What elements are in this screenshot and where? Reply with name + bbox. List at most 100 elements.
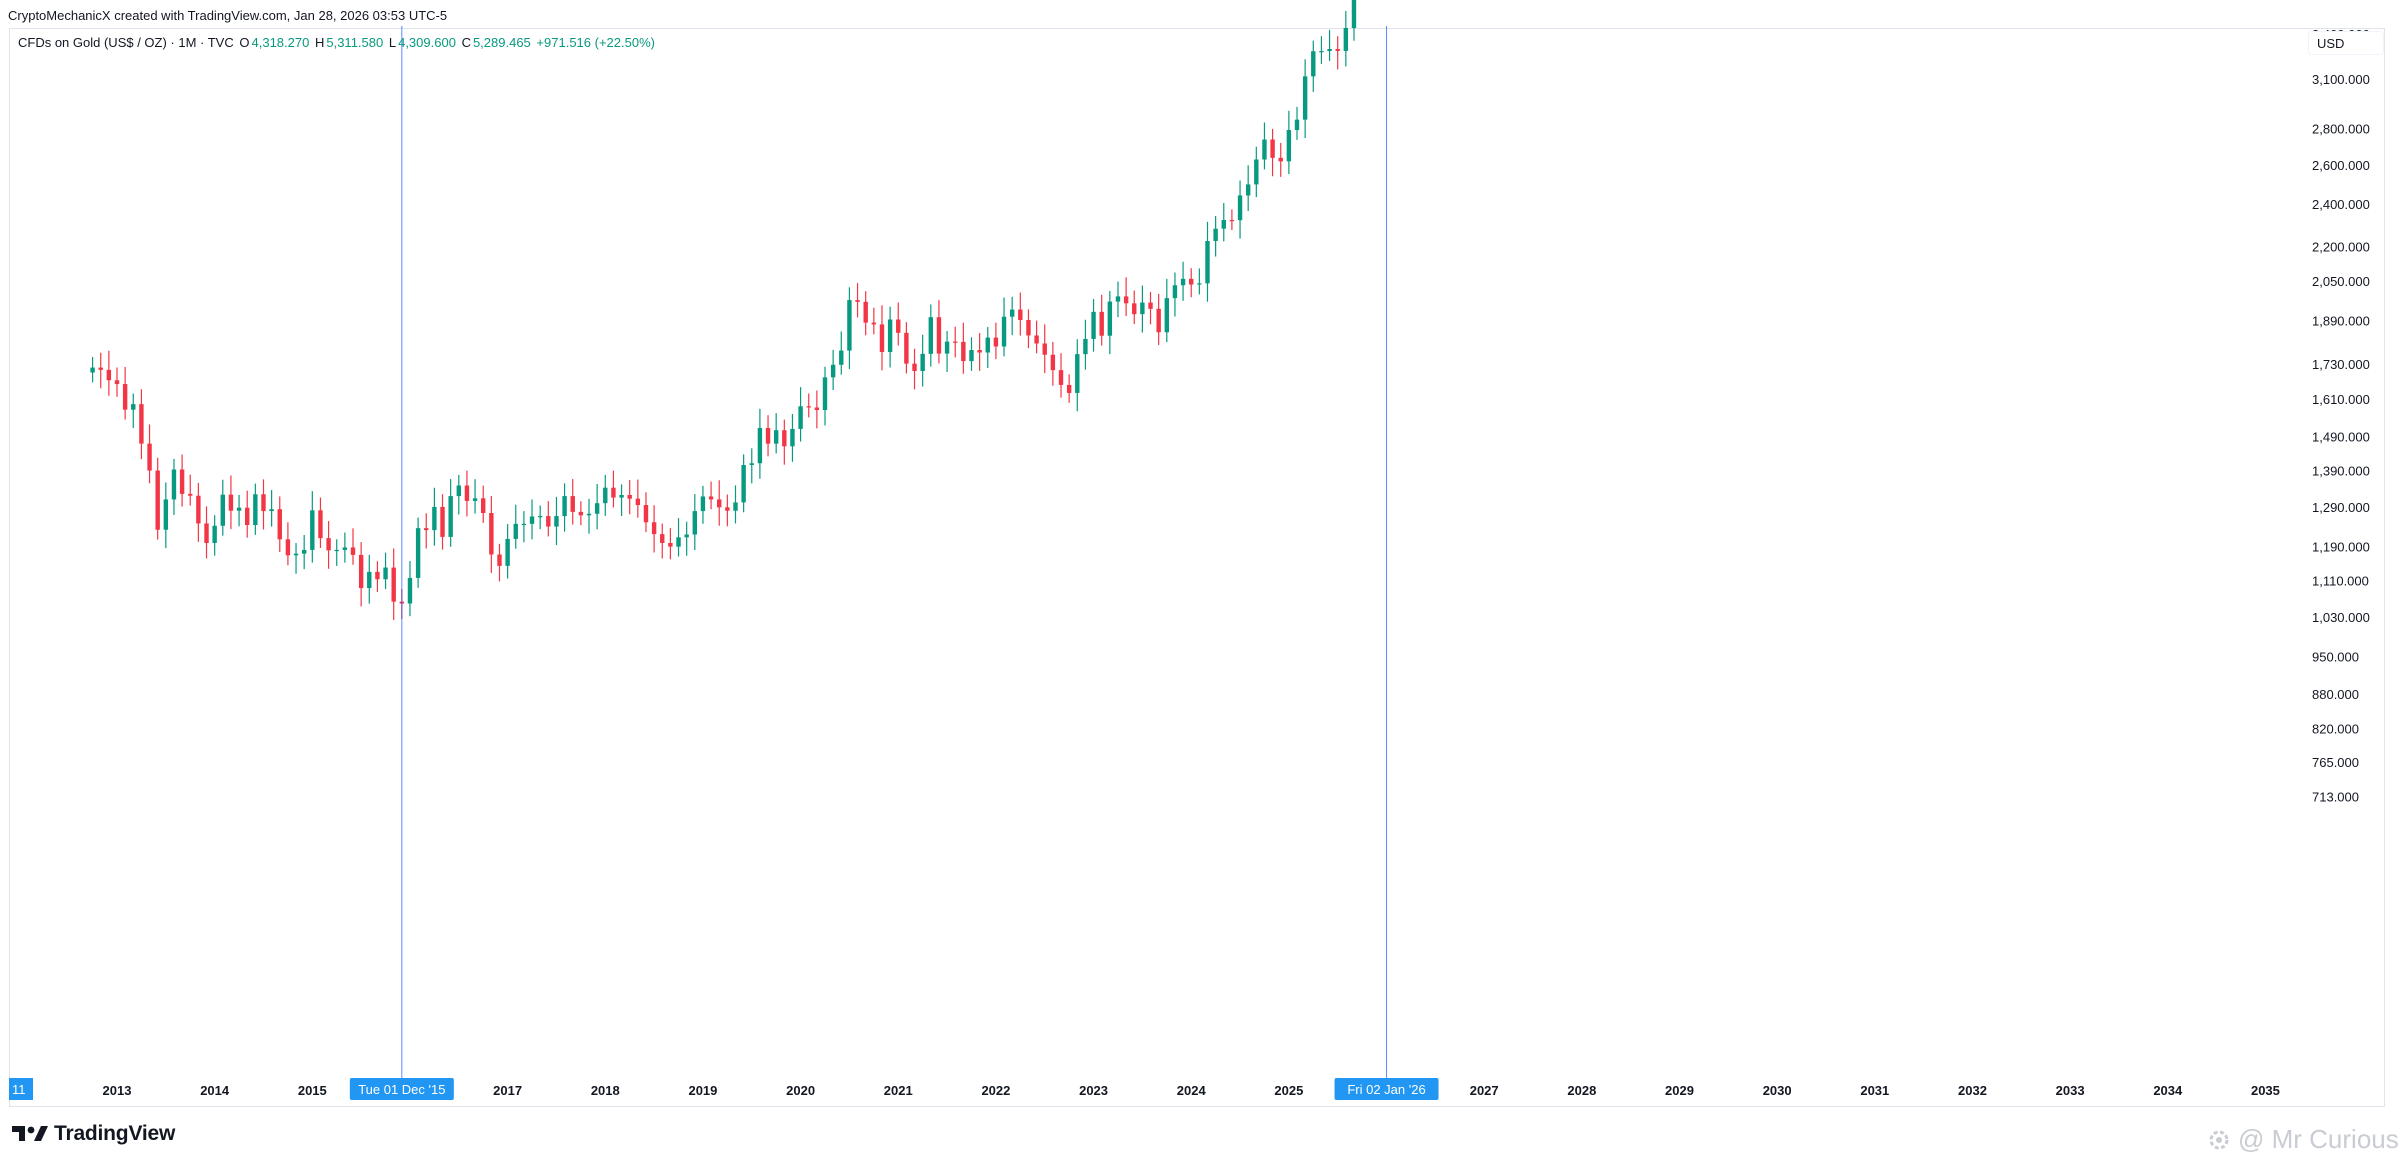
candle-body [301, 549, 307, 554]
candle-body [1213, 228, 1218, 242]
candle-body [1237, 195, 1243, 221]
candle-body [928, 317, 933, 354]
watermark: @ Mr Curious [2206, 1124, 2399, 1155]
crosshair-left-label: Tue 01 Dec '15 [358, 1082, 445, 1097]
candle-body [1343, 28, 1349, 51]
candle-body [179, 469, 185, 494]
tradingview-logo[interactable]: TradingView [12, 1122, 175, 1146]
candle-body [765, 427, 771, 444]
candle-body [1009, 309, 1015, 317]
y-tick-label: 3,700.000 [2312, 0, 2370, 1]
candle-body [1115, 296, 1121, 302]
candle-body [1156, 308, 1161, 333]
candle-body [570, 496, 575, 512]
candle-body [383, 567, 388, 580]
candle-body [432, 506, 437, 531]
y-tick-label: 765.000 [2312, 755, 2359, 770]
y-tick-label: 1,030.000 [2312, 610, 2370, 625]
y-tick-label: 1,730.000 [2312, 357, 2370, 372]
candle-body [660, 534, 665, 543]
candle-body [1351, 0, 1357, 29]
y-tick-label: 2,800.000 [2312, 122, 2370, 137]
candle-body [1172, 285, 1178, 299]
candle-body [969, 350, 974, 362]
legend-low-label: L [388, 35, 397, 50]
x-tick-label: 2034 [2153, 1083, 2183, 1098]
candle-body [985, 337, 990, 353]
candle-body [236, 507, 242, 511]
candle-body [546, 516, 551, 527]
y-tick-label: 950.000 [2312, 649, 2359, 664]
candle-body [773, 430, 779, 444]
x-tick-label: 2028 [1567, 1083, 1596, 1098]
legend-open-value: 4,318.270 [251, 35, 310, 50]
candles-layer [90, 0, 1357, 621]
candle-body [822, 377, 828, 410]
candle-body [961, 341, 966, 362]
candle-body [1335, 48, 1340, 51]
time-axis: 2013 2014 2015 2017 2018 2019 2020 2021 2022 2023… [103, 1083, 2280, 1098]
currency-selector[interactable]: USD [2308, 31, 2384, 55]
candle-body [293, 553, 299, 556]
y-tick-label: 2,600.000 [2312, 158, 2370, 173]
candle-body [554, 516, 559, 527]
candle-body [830, 364, 836, 378]
x-tick-label: 2029 [1665, 1083, 1694, 1098]
candle-body [643, 505, 649, 523]
candle-body [676, 537, 681, 547]
candle-body [904, 332, 909, 364]
candle-body [261, 494, 266, 512]
candle-body [839, 350, 844, 365]
candle-body [456, 485, 461, 497]
candle-body [863, 301, 868, 323]
candle-body [594, 503, 600, 514]
candle-body [700, 496, 706, 512]
y-tick-label: 1,890.000 [2312, 314, 2370, 329]
candle-body [692, 511, 697, 535]
candle-body [318, 510, 323, 539]
y-tick-label: 1,110.000 [2312, 573, 2369, 588]
candle-body [741, 464, 746, 503]
candle-body [1140, 302, 1145, 315]
candle-body [920, 353, 925, 372]
candle-body [1245, 184, 1251, 196]
candle-body [1221, 220, 1226, 229]
candle-body [944, 341, 950, 354]
candle-body [578, 511, 584, 516]
candle-body [139, 404, 144, 444]
candle-body [285, 539, 291, 556]
candle-body [953, 341, 958, 343]
candle-body [1286, 130, 1292, 162]
tradingview-logo-text: TradingView [54, 1122, 176, 1145]
x-tick-label: 2019 [688, 1083, 717, 1098]
watermark-text: @ Mr Curious [2238, 1124, 2399, 1154]
x-tick-label: 2033 [2056, 1083, 2085, 1098]
candle-body [1042, 343, 1047, 355]
gear-icon [2209, 1130, 2229, 1149]
candle-body [497, 554, 502, 566]
candle-body [114, 380, 120, 385]
crosshair-right-tag [1334, 1078, 1439, 1100]
candle-body [977, 350, 982, 353]
candle-body [326, 538, 331, 551]
legend-close-label: C [461, 35, 471, 50]
candle-body [196, 495, 201, 524]
candle-body [1294, 119, 1300, 131]
candle-body [1018, 309, 1023, 321]
candle-body [749, 463, 754, 465]
candle-body [358, 554, 364, 589]
candle-body [603, 487, 608, 504]
candle-body [391, 567, 396, 602]
candle-body [733, 502, 738, 511]
crosshair-left-tag [349, 1078, 454, 1100]
legend-symbol: CFDs on Gold (US$ / OZ) · 1M · TVC [18, 35, 234, 50]
legend-change: +971.516 (+22.50%) [536, 35, 655, 50]
candle-body [98, 367, 103, 370]
candle-body [90, 367, 95, 373]
candle-body [334, 549, 339, 552]
candle-body [277, 509, 282, 540]
x-tick-label: 2025 [1274, 1083, 1303, 1098]
candle-body [806, 406, 811, 408]
y-tick-label: 1,390.000 [2312, 464, 2370, 479]
